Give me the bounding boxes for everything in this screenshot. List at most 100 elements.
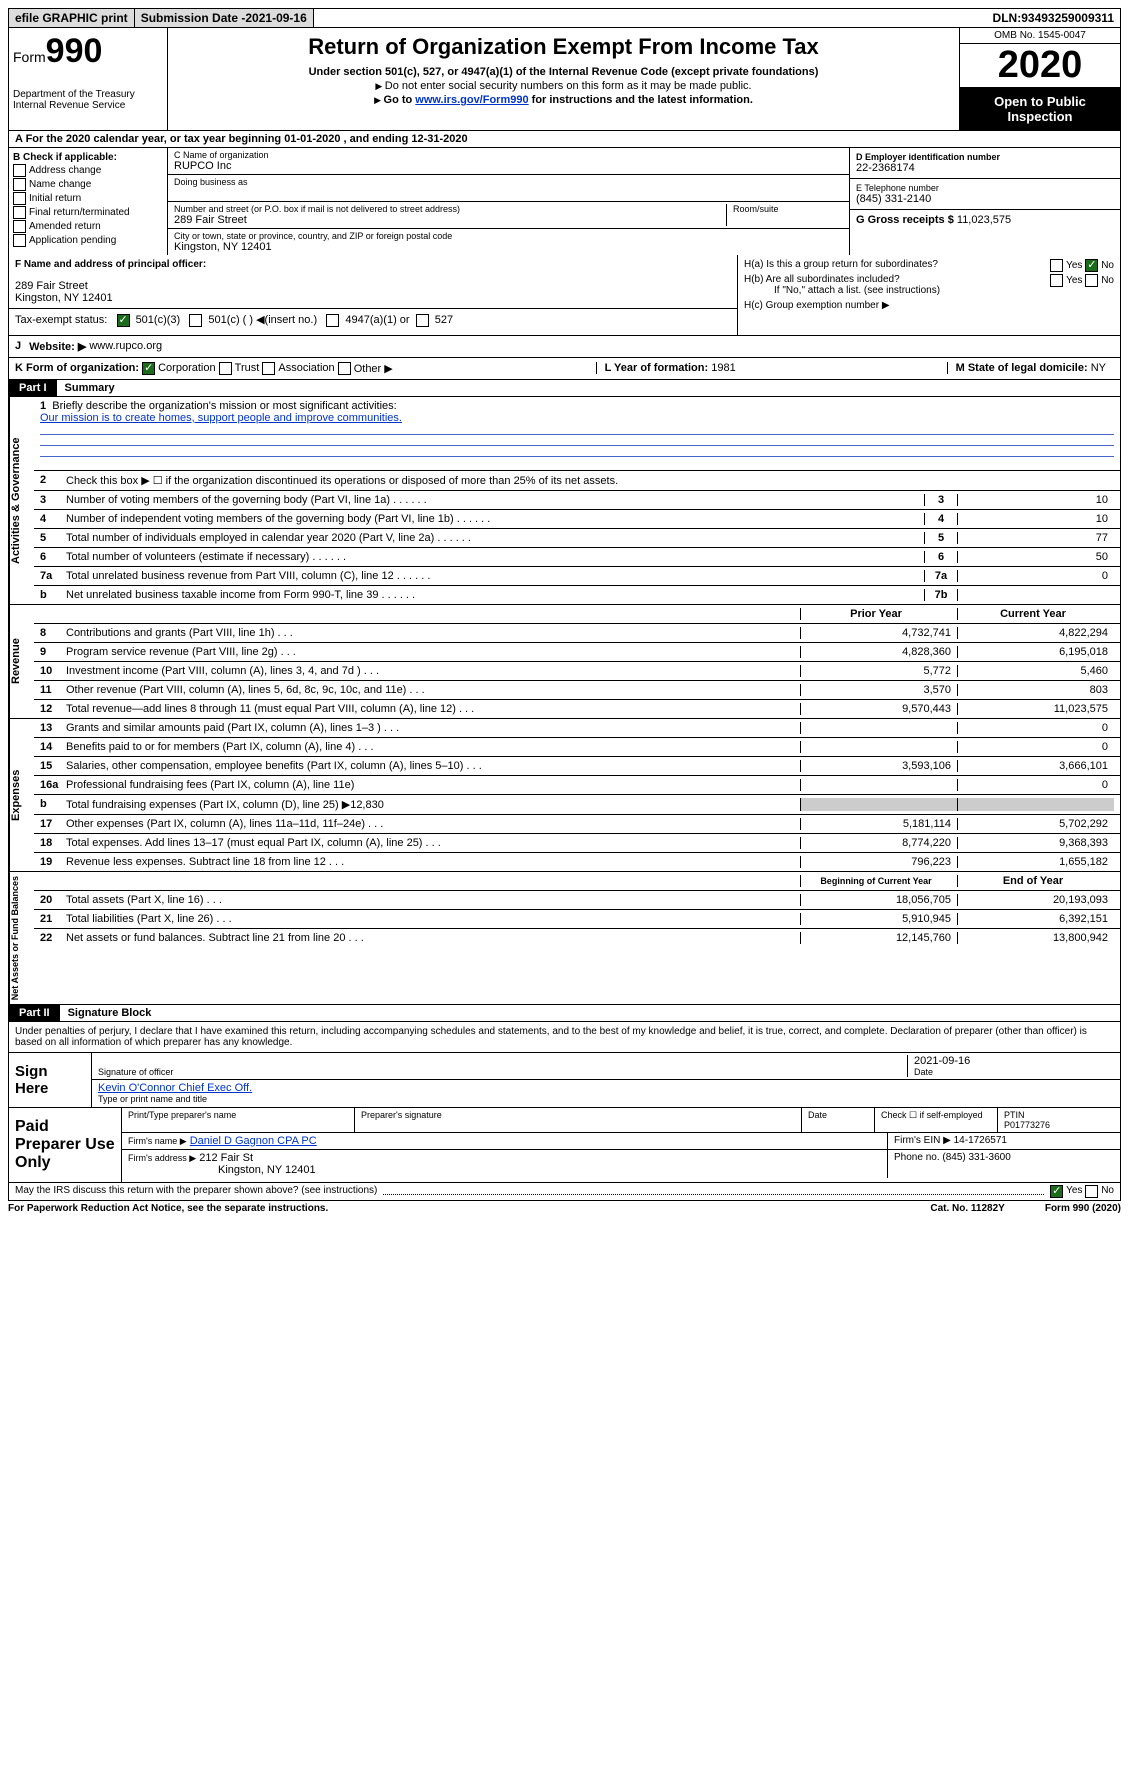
top-bar: efile GRAPHIC print Submission Date - 20…	[8, 8, 1121, 28]
firm-ein: 14-1726571	[954, 1135, 1007, 1146]
firm-phone: (845) 331-3600	[942, 1152, 1010, 1163]
gross-receipts-row: G Gross receipts $ 11,023,575	[850, 210, 1120, 230]
line-22: 22Net assets or fund balances. Subtract …	[34, 929, 1120, 947]
form-header: Form990 Department of the Treasury Inter…	[8, 28, 1121, 131]
ein: 22-2368174	[856, 162, 1114, 174]
street-address: 289 Fair Street	[174, 214, 726, 226]
cb-initial-return[interactable]: Initial return	[13, 192, 163, 205]
tab-revenue: Revenue	[9, 605, 34, 718]
org-name: RUPCO Inc	[174, 160, 843, 172]
hdr-end: End of Year	[957, 875, 1114, 887]
line-9: 9Program service revenue (Part VIII, lin…	[34, 643, 1120, 662]
cb-ha-yes[interactable]	[1050, 259, 1063, 272]
officer-addr2: Kingston, NY 12401	[15, 292, 731, 304]
line-7b: bNet unrelated business taxable income f…	[34, 586, 1120, 604]
open-to-public: Open to Public Inspection	[960, 88, 1120, 130]
tax-year: 2020	[960, 44, 1120, 88]
cb-discuss-no[interactable]	[1085, 1185, 1098, 1198]
street-row: Number and street (or P.O. box if mail i…	[168, 202, 849, 229]
cb-hb-no[interactable]	[1085, 274, 1098, 287]
cat-no: Cat. No. 11282Y	[930, 1203, 1004, 1214]
form-footer: Form 990 (2020)	[1045, 1203, 1121, 1214]
form-title: Return of Organization Exempt From Incom…	[178, 34, 949, 60]
cb-address-change[interactable]: Address change	[13, 164, 163, 177]
perjury-statement: Under penalties of perjury, I declare th…	[9, 1022, 1120, 1053]
cb-4947[interactable]	[326, 314, 339, 327]
prep-sig-label: Preparer's signature	[355, 1108, 802, 1132]
line-17: 17Other expenses (Part IX, column (A), l…	[34, 815, 1120, 834]
officer-name: Kevin O'Connor Chief Exec Off.	[98, 1082, 1114, 1094]
form-number: Form990	[13, 32, 163, 71]
sign-here-label: Sign Here	[9, 1053, 92, 1107]
cb-name-change[interactable]: Name change	[13, 178, 163, 191]
cb-application-pending[interactable]: Application pending	[13, 234, 163, 247]
tab-activities-governance: Activities & Governance	[9, 397, 34, 604]
line-20: 20Total assets (Part X, line 16) . . .18…	[34, 891, 1120, 910]
hb-subordinates: H(b) Are all subordinates included? Yes …	[744, 274, 1114, 285]
gross-receipts: 11,023,575	[957, 214, 1011, 226]
omb-number: OMB No. 1545-0047	[960, 28, 1120, 44]
firm-name: Daniel D Gagnon CPA PC	[190, 1135, 317, 1147]
cb-corporation[interactable]	[142, 362, 155, 375]
firm-addr1: 212 Fair St	[199, 1152, 253, 1164]
year-formation: L Year of formation: 1981	[596, 362, 744, 374]
line-6: 6Total number of volunteers (estimate if…	[34, 548, 1120, 567]
city-row: City or town, state or province, country…	[168, 229, 849, 255]
cb-hb-yes[interactable]	[1050, 274, 1063, 287]
irs-link[interactable]: www.irs.gov/Form990	[415, 94, 528, 106]
hdr-current-year: Current Year	[957, 608, 1114, 620]
phone: (845) 331-2140	[856, 193, 1114, 205]
line-18: 18Total expenses. Add lines 13–17 (must …	[34, 834, 1120, 853]
cb-amended-return[interactable]: Amended return	[13, 220, 163, 233]
efile-print-button[interactable]: efile GRAPHIC print	[9, 9, 135, 27]
tab-net-assets: Net Assets or Fund Balances	[9, 872, 34, 1004]
row-j-website: J Website: ▶ www.rupco.org	[8, 336, 1121, 358]
principal-officer-label: F Name and address of principal officer:	[15, 259, 206, 270]
cb-trust[interactable]	[219, 362, 232, 375]
state-domicile: M State of legal domicile: NY	[947, 362, 1114, 374]
sig-date: 2021-09-16	[914, 1055, 1114, 1067]
tab-expenses: Expenses	[9, 719, 34, 871]
form-subtitle: Under section 501(c), 527, or 4947(a)(1)…	[178, 66, 949, 78]
line-14: 14Benefits paid to or for members (Part …	[34, 738, 1120, 757]
cb-final-return[interactable]: Final return/terminated	[13, 206, 163, 219]
prep-name-label: Print/Type preparer's name	[122, 1108, 355, 1132]
self-employed: Check ☐ if self-employed	[875, 1108, 998, 1132]
prep-date-label: Date	[802, 1108, 875, 1132]
line-7a: 7aTotal unrelated business revenue from …	[34, 567, 1120, 586]
section-b-checkboxes: B Check if applicable: Address change Na…	[9, 148, 168, 255]
submission-date: Submission Date - 2021-09-16	[135, 9, 314, 27]
part1-header: Part I Summary	[8, 380, 1121, 397]
line-21: 21Total liabilities (Part X, line 26) . …	[34, 910, 1120, 929]
hdr-beginning: Beginning of Current Year	[800, 875, 957, 887]
line-16a: 16aProfessional fundraising fees (Part I…	[34, 776, 1120, 795]
hc-group-exemption: H(c) Group exemption number ▶	[744, 300, 1114, 311]
cb-other[interactable]	[338, 362, 351, 375]
room-suite: Room/suite	[727, 204, 843, 226]
line-19: 19Revenue less expenses. Subtract line 1…	[34, 853, 1120, 871]
cb-501c3[interactable]	[117, 314, 130, 327]
officer-addr1: 289 Fair Street	[15, 280, 731, 292]
cb-501c[interactable]	[189, 314, 202, 327]
city-state-zip: Kingston, NY 12401	[174, 241, 843, 253]
cb-527[interactable]	[416, 314, 429, 327]
hdr-prior-year: Prior Year	[800, 608, 957, 620]
dln: DLN: 93493259009311	[987, 9, 1120, 27]
row-a-tax-year: A For the 2020 calendar year, or tax yea…	[8, 131, 1121, 148]
line-8: 8Contributions and grants (Part VIII, li…	[34, 624, 1120, 643]
firm-addr2: Kingston, NY 12401	[218, 1164, 316, 1176]
line-5: 5Total number of individuals employed in…	[34, 529, 1120, 548]
ein-row: D Employer identification number 22-2368…	[850, 148, 1120, 179]
cb-association[interactable]	[262, 362, 275, 375]
cb-discuss-yes[interactable]	[1050, 1185, 1063, 1198]
line-13: 13Grants and similar amounts paid (Part …	[34, 719, 1120, 738]
pra-notice: For Paperwork Reduction Act Notice, see …	[8, 1203, 328, 1214]
org-name-row: C Name of organization RUPCO Inc	[168, 148, 849, 175]
discuss-row: May the IRS discuss this return with the…	[8, 1183, 1121, 1201]
phone-row: E Telephone number (845) 331-2140	[850, 179, 1120, 210]
ptin: P01773276	[1004, 1120, 1050, 1130]
dba-row: Doing business as	[168, 175, 849, 202]
website-url[interactable]: www.rupco.org	[89, 340, 162, 352]
line-11: 11Other revenue (Part VIII, column (A), …	[34, 681, 1120, 700]
cb-ha-no[interactable]	[1085, 259, 1098, 272]
